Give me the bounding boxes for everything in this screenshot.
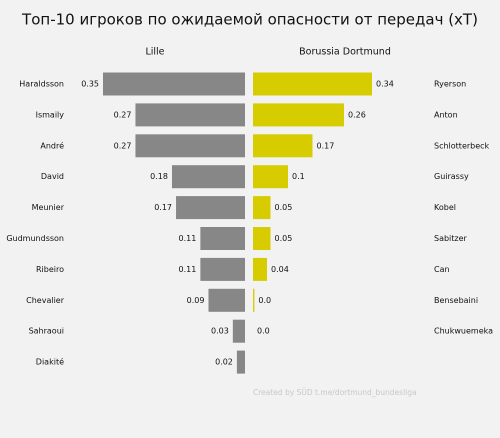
category-label: Guirassy [434, 172, 469, 181]
chart-title: Топ-10 игроков по ожидаемой опасности от… [21, 11, 478, 29]
category-label: Meunier [32, 203, 65, 212]
value-label: 0.09 [187, 296, 205, 305]
value-label: 0.11 [179, 234, 197, 243]
value-label: 0.34 [376, 80, 394, 89]
bar [171, 165, 245, 189]
category-label: André [40, 140, 64, 150]
panel-title: Borussia Dortmund [299, 47, 391, 58]
bar [253, 196, 271, 220]
value-label: 0.05 [275, 203, 293, 212]
category-label: Ismaily [36, 110, 65, 119]
category-label: Ryerson [434, 80, 466, 89]
bar [135, 134, 245, 158]
bar [103, 72, 245, 96]
category-label: Kobel [434, 203, 456, 212]
bar [200, 257, 245, 281]
bar [253, 257, 267, 281]
category-label: Can [434, 265, 450, 274]
category-label: Sabitzer [434, 234, 468, 243]
category-label: Ribeiro [36, 265, 64, 274]
bar [236, 350, 245, 374]
category-label: Sahraoui [29, 327, 64, 336]
value-label: 0.11 [179, 265, 197, 274]
category-label: Anton [434, 110, 458, 119]
value-label: 0.05 [275, 234, 293, 243]
value-label: 0.18 [150, 172, 168, 181]
category-label: Gudmundsson [6, 234, 64, 243]
value-label: 0.03 [211, 327, 229, 336]
value-label: 0.27 [114, 141, 132, 150]
bar [253, 288, 255, 312]
value-label: 0.17 [317, 141, 335, 150]
footer: Created by SÜD t.me/dortmund_bundesliga [253, 388, 417, 397]
bar [200, 227, 245, 250]
value-label: 0.17 [154, 203, 172, 212]
category-label: Diakité [36, 357, 64, 367]
category-label: Chevalier [26, 296, 65, 305]
bar [253, 134, 313, 158]
value-label: 0.35 [81, 80, 99, 89]
category-label: Schlotterbeck [434, 141, 490, 150]
bar [253, 227, 271, 250]
bar [253, 165, 288, 189]
value-label: 0.0 [258, 296, 271, 305]
bar [176, 196, 245, 220]
bar [232, 319, 245, 343]
value-label: 0.04 [271, 265, 289, 274]
bar [208, 288, 245, 312]
category-label: Bensebaini [434, 296, 478, 305]
category-label: David [41, 172, 64, 181]
bar [253, 103, 344, 127]
bar [135, 103, 245, 127]
value-label: 0.02 [215, 358, 233, 367]
bar [253, 72, 372, 96]
panel-title: Lille [145, 47, 164, 58]
value-label: 0.27 [114, 110, 132, 119]
value-label: 0.26 [348, 110, 366, 119]
value-label: 0.0 [257, 327, 270, 336]
category-label: Haraldsson [19, 80, 64, 89]
category-label: Chukwuemeka [434, 327, 493, 336]
value-label: 0.1 [292, 172, 305, 181]
